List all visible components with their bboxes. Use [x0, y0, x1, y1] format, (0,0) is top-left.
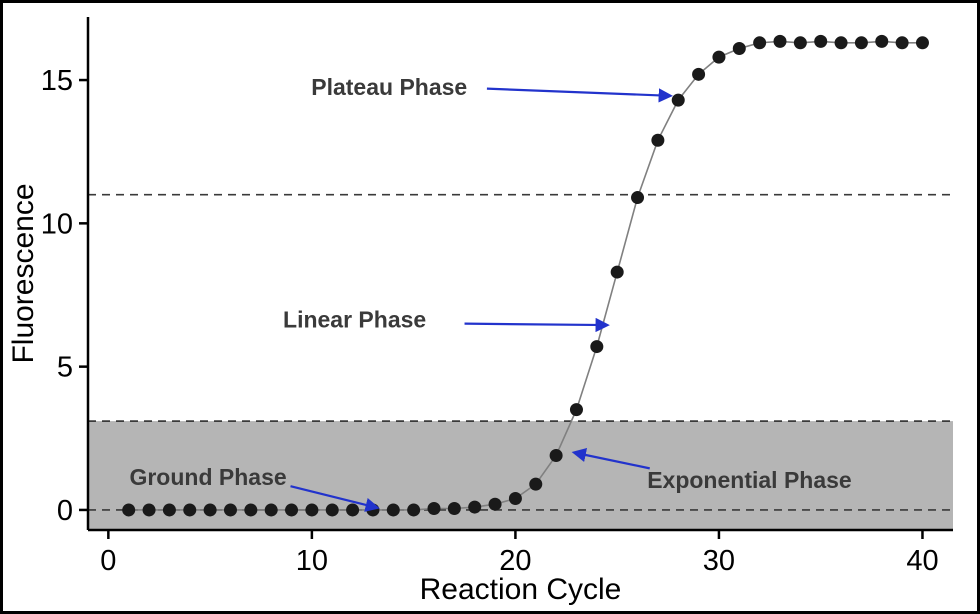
qpcr-amplification-chart: 0 10 20 30 40 0 5 10 15 Reaction Cycle Fluorescenc… [7, 17, 953, 606]
data-point [549, 448, 563, 462]
data-point [488, 497, 502, 511]
data-point [610, 265, 624, 279]
annotation-label: Ground Phase [129, 464, 286, 490]
annotation-arrow [464, 317, 610, 333]
x-tick-label: 0 [100, 545, 116, 577]
data-point [244, 503, 258, 517]
data-point [183, 503, 197, 517]
annotation-label: Exponential Phase [647, 467, 852, 493]
data-point [854, 36, 868, 50]
data-point [325, 503, 339, 517]
data-point [814, 34, 828, 48]
x-tick-label: 40 [906, 545, 938, 577]
data-point [753, 36, 767, 50]
data-point [529, 477, 543, 491]
data-point [793, 36, 807, 50]
data-point [895, 36, 909, 50]
data-point [447, 502, 461, 516]
y-tick-label: 10 [41, 208, 73, 240]
data-point [569, 403, 583, 417]
data-point [834, 36, 848, 50]
data-point [122, 503, 136, 517]
y-tick-label: 15 [41, 65, 73, 97]
data-point [875, 34, 889, 48]
x-tick-label: 10 [296, 545, 328, 577]
y-axis-title: Fluorescence [7, 183, 40, 363]
data-point [346, 503, 360, 517]
annotation-arrow [571, 447, 650, 470]
annotation-label: Linear Phase [283, 306, 426, 332]
x-tick-label: 20 [499, 545, 531, 577]
data-point [386, 503, 400, 517]
data-point [203, 503, 217, 517]
data-point [651, 133, 665, 147]
data-point [692, 67, 706, 81]
data-point [142, 503, 156, 517]
data-point [671, 93, 685, 107]
data-point [223, 503, 237, 517]
amplification-curve [128, 40, 923, 511]
data-point [407, 503, 421, 517]
data-point [427, 502, 441, 516]
x-axis-title: Reaction Cycle [420, 573, 622, 606]
annotation-arrow [290, 485, 380, 512]
data-point [773, 34, 787, 48]
data-point [162, 503, 176, 517]
y-tick-label: 0 [57, 495, 73, 527]
y-tick-label: 5 [57, 352, 73, 384]
data-point [915, 36, 929, 50]
annotation-label: Plateau Phase [311, 74, 467, 100]
data-point [305, 503, 319, 517]
x-tick-label: 30 [703, 545, 735, 577]
data-point [264, 503, 278, 517]
data-point [285, 503, 299, 517]
data-point [631, 191, 645, 205]
data-point [732, 42, 746, 56]
data-point [712, 50, 726, 64]
annotation-arrow [486, 87, 673, 103]
data-point [508, 491, 522, 505]
data-point [468, 500, 482, 514]
data-point [590, 340, 604, 354]
